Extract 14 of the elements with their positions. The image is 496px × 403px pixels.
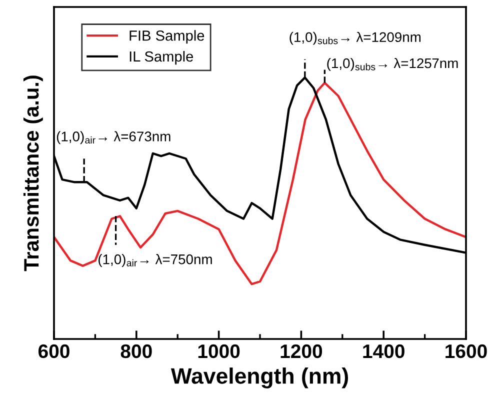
y-axis-title: Transmittance (a.u.) xyxy=(23,76,43,272)
annotation: (1,0)$_{air}$→ λ=673nm xyxy=(56,131,170,144)
x-tick-label: 1200 xyxy=(280,344,322,358)
legend-label: IL Sample xyxy=(130,50,194,65)
x-tick-label: 1000 xyxy=(198,344,240,358)
x-axis-title: Wavelength (nm) xyxy=(170,368,348,388)
x-tick-label: 800 xyxy=(120,344,152,358)
legend-label: FIB Sample xyxy=(130,30,204,44)
annotation: (1,0)$_{subs}$→ λ=1209nm xyxy=(290,32,421,45)
annotation: (1,0)$_{subs}$→ λ=1257nm xyxy=(327,58,458,71)
x-tick-label: 600 xyxy=(38,344,70,358)
annotation: (1,0)$_{air}$→ λ=750nm xyxy=(98,254,212,267)
x-tick-label: 1400 xyxy=(363,344,404,358)
x-tick-label: 1600 xyxy=(446,344,487,358)
